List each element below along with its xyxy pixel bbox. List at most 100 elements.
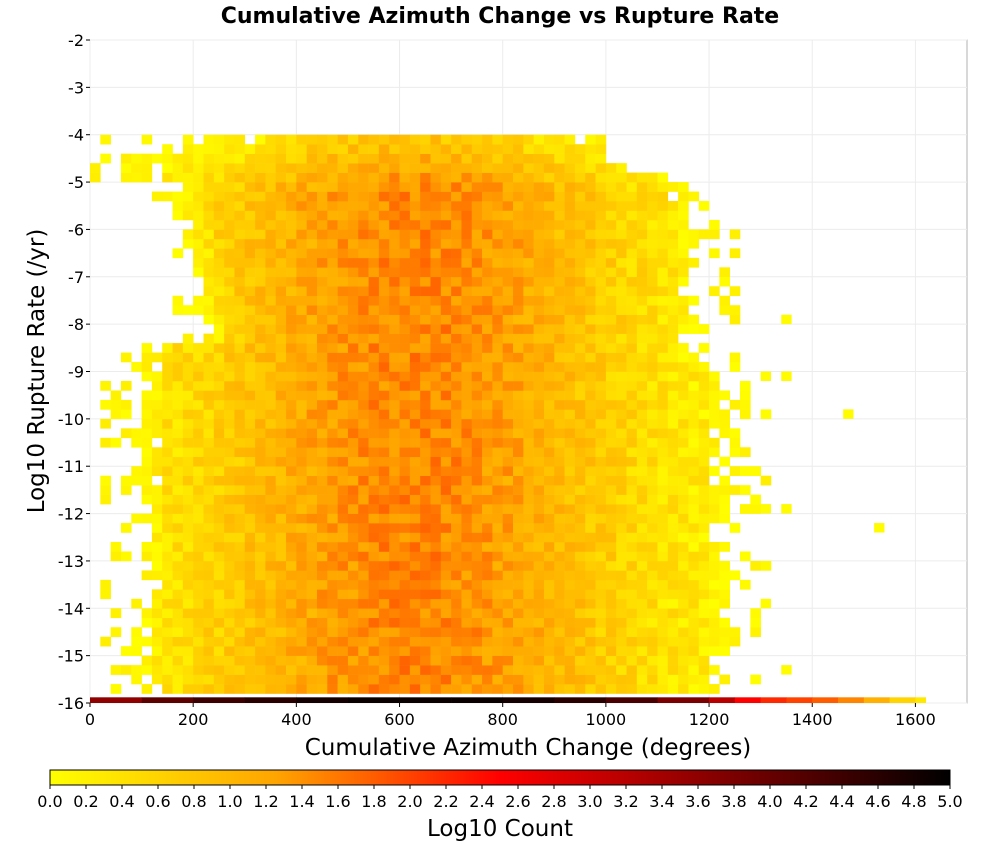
heatmap-cell xyxy=(337,134,349,145)
heatmap-cell xyxy=(389,523,400,533)
heatmap-cell xyxy=(513,655,524,666)
heatmap-cell xyxy=(636,219,648,230)
heatmap-cell xyxy=(657,333,669,344)
heatmap-cell xyxy=(306,182,318,192)
heatmap-cell xyxy=(543,314,555,325)
heatmap-cell xyxy=(564,144,576,154)
heatmap-cell xyxy=(306,380,318,391)
heatmap-cell xyxy=(203,362,215,372)
heatmap-cell xyxy=(368,494,380,505)
heatmap-cell xyxy=(347,504,359,514)
heatmap-cell xyxy=(182,570,194,581)
heatmap-cell xyxy=(182,665,194,675)
heatmap-cell xyxy=(203,295,215,306)
heatmap-cell xyxy=(451,182,462,192)
heatmap-cell xyxy=(286,665,297,675)
heatmap-cell xyxy=(636,513,648,524)
heatmap-cell xyxy=(595,210,607,221)
heatmap-cell xyxy=(275,399,287,410)
heatmap-cell xyxy=(203,380,215,391)
heatmap-cell xyxy=(554,324,565,334)
heatmap-cell xyxy=(471,665,483,675)
heatmap-cell xyxy=(100,399,111,410)
heatmap-cell xyxy=(564,182,576,192)
heatmap-cell xyxy=(265,399,277,410)
heatmap-cell xyxy=(224,333,235,344)
heatmap-cell xyxy=(719,456,730,467)
heatmap-cell xyxy=(306,646,318,656)
heatmap-cell xyxy=(543,324,555,334)
heatmap-cell xyxy=(564,191,576,202)
heatmap-cell xyxy=(574,437,586,448)
heatmap-cell xyxy=(678,437,689,448)
heatmap-cell xyxy=(647,636,658,647)
heatmap-cell xyxy=(172,541,184,552)
heatmap-cell xyxy=(234,399,246,410)
heatmap-cell xyxy=(286,276,297,287)
heatmap-cell xyxy=(678,636,689,647)
heatmap-cell xyxy=(162,144,173,154)
heatmap-cell xyxy=(296,172,307,183)
heatmap-cell xyxy=(399,134,411,145)
heatmap-cell xyxy=(626,579,638,590)
heatmap-cell xyxy=(595,447,607,458)
heatmap-cell xyxy=(678,532,689,543)
heatmap-cell xyxy=(564,399,576,410)
heatmap-cell xyxy=(347,371,359,382)
heatmap-cell xyxy=(440,494,452,505)
heatmap-cell xyxy=(585,437,596,448)
heatmap-cell xyxy=(647,390,658,401)
heatmap-cell xyxy=(636,627,648,637)
heatmap-cell xyxy=(316,532,328,543)
heatmap-cell xyxy=(678,494,689,505)
heatmap-cell xyxy=(224,238,235,249)
heatmap-cell xyxy=(451,608,462,619)
heatmap-cell xyxy=(368,219,380,230)
heatmap-cell xyxy=(193,579,204,590)
heatmap-cell xyxy=(430,163,442,173)
heatmap-cell xyxy=(399,674,411,685)
heatmap-cell xyxy=(296,276,307,287)
heatmap-cell xyxy=(688,314,700,325)
heatmap-cell xyxy=(513,229,524,240)
heatmap-cell xyxy=(296,447,307,458)
heatmap-cell xyxy=(203,437,215,448)
heatmap-cell xyxy=(316,380,328,391)
heatmap-cell xyxy=(595,418,607,429)
heatmap-cell xyxy=(461,428,473,439)
heatmap-cell xyxy=(451,191,462,202)
heatmap-cell xyxy=(234,674,246,685)
heatmap-cell xyxy=(275,229,287,240)
heatmap-cell xyxy=(203,617,215,628)
heatmap-cell xyxy=(502,371,514,382)
heatmap-cell xyxy=(244,324,256,334)
heatmap-cell xyxy=(347,579,359,590)
heatmap-cell xyxy=(626,409,638,420)
heatmap-cell xyxy=(574,314,586,325)
heatmap-cell xyxy=(296,267,307,278)
heatmap-cell xyxy=(543,589,555,600)
heatmap-cell xyxy=(698,579,710,590)
y-tick-label: -2 xyxy=(68,31,84,50)
heatmap-cell xyxy=(461,418,473,429)
heatmap-cell xyxy=(110,684,122,694)
heatmap-cell xyxy=(203,305,215,315)
heatmap-cell xyxy=(657,343,669,353)
heatmap-cell xyxy=(347,153,359,164)
heatmap-cell xyxy=(451,163,462,173)
heatmap-cell xyxy=(409,447,421,458)
heatmap-cell xyxy=(141,513,153,524)
heatmap-cell xyxy=(482,608,493,619)
heatmap-cell xyxy=(543,409,555,420)
heatmap-cell xyxy=(492,352,504,363)
heatmap-cell xyxy=(286,248,297,259)
heatmap-cell xyxy=(286,485,297,495)
heatmap-cell xyxy=(347,305,359,315)
heatmap-cell xyxy=(193,560,204,571)
heatmap-cell xyxy=(698,380,710,391)
heatmap-cell xyxy=(234,541,246,552)
heatmap-cell xyxy=(513,144,524,154)
heatmap-cell xyxy=(224,276,235,287)
heatmap-cell xyxy=(420,238,431,249)
heatmap-cell xyxy=(533,560,545,571)
